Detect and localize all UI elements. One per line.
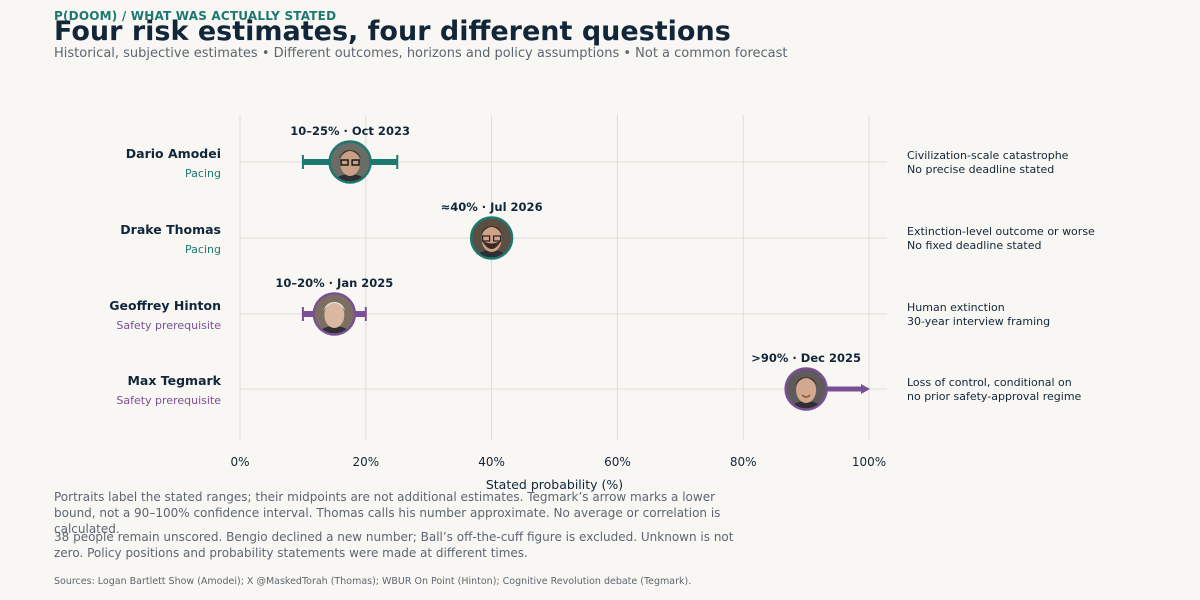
chart-title: Four risk estimates, four different ques… xyxy=(54,16,731,47)
portrait-hair xyxy=(339,150,362,159)
estimate-label: 10–25% · Oct 2023 xyxy=(290,124,410,138)
portrait-glasses xyxy=(340,159,349,166)
row-group: Pacing xyxy=(185,243,221,256)
estimate-row: Max Tegmark Safety prerequisite >90% · Dec… xyxy=(116,351,1082,411)
portrait-face xyxy=(324,302,345,328)
footnote-unscored: 38 people remain unscored. Bengio declin… xyxy=(54,530,734,560)
x-axis: 0% 20% 40% 60% 80% 100% xyxy=(230,455,886,469)
outcome-label: Extinction-level outcome or worse xyxy=(907,225,1095,238)
x-tick-label: 80% xyxy=(730,455,757,469)
estimate-label: ≈40% · Jul 2026 xyxy=(441,200,543,214)
outcome-label: Human extinction xyxy=(907,301,1005,314)
chart-kicker: P(DOOM) / WHAT WAS ACTUALLY STATED xyxy=(54,9,337,23)
estimate-row: Drake Thomas Pacing ≈40% · Jul 2026 Extinct… xyxy=(120,200,1095,260)
horizon-label: 30-year interview framing xyxy=(907,315,1050,328)
row-name: Dario Amodei xyxy=(126,146,221,161)
portrait-hair xyxy=(480,226,503,235)
estimate-label: >90% · Dec 2025 xyxy=(751,351,861,365)
portrait-glasses xyxy=(482,235,491,242)
portrait-ring xyxy=(469,216,514,260)
row-name: Geoffrey Hinton xyxy=(109,298,221,313)
horizon-label: No fixed deadline stated xyxy=(907,239,1041,252)
horizon-label: no prior safety-approval regime xyxy=(907,390,1082,403)
sources-line: Sources: Logan Bartlett Show (Amodei); X… xyxy=(54,576,692,587)
outcome-label: Loss of control, conditional on xyxy=(907,376,1072,389)
estimate-label: 10–20% · Jan 2025 xyxy=(275,276,393,290)
estimate-row: Geoffrey Hinton Safety prerequisite 10–20%… xyxy=(109,276,1050,336)
row-group: Safety prerequisite xyxy=(116,319,221,332)
portrait-smile xyxy=(801,394,811,398)
portrait-ring xyxy=(312,292,357,336)
portrait-ring xyxy=(328,140,372,184)
arrow-head xyxy=(861,384,870,394)
horizon-label: No precise deadline stated xyxy=(907,163,1054,176)
x-tick-label: 40% xyxy=(478,455,505,469)
row-group: Safety prerequisite xyxy=(116,394,221,407)
x-axis-title: Stated probability (%) xyxy=(486,477,623,492)
grid xyxy=(239,115,870,440)
x-tick-label: 60% xyxy=(604,455,631,469)
x-tick-label: 0% xyxy=(230,455,249,469)
portrait-ring xyxy=(784,367,828,411)
x-tick-label: 20% xyxy=(352,455,379,469)
chart-subtitle: Historical, subjective estimates • Diffe… xyxy=(54,46,788,61)
portrait-beard xyxy=(481,240,502,249)
x-tick-label: 100% xyxy=(852,455,886,469)
portrait-glasses xyxy=(351,159,360,166)
row-group: Pacing xyxy=(185,167,221,180)
footnote-portraits: Portraits label the stated ranges; their… xyxy=(54,490,721,536)
estimate-row: Dario Amodei Pacing 10–25% · Oct 2023 Civil… xyxy=(126,124,1069,184)
portrait-glasses xyxy=(493,235,502,242)
portrait-face xyxy=(796,377,817,403)
row-name: Max Tegmark xyxy=(127,373,221,388)
portrait-hair xyxy=(795,377,818,386)
row-name: Drake Thomas xyxy=(120,222,221,237)
portrait-face xyxy=(340,150,361,176)
portrait-hair xyxy=(323,302,346,311)
chart-rows: Dario Amodei Pacing 10–25% · Oct 2023 Civil… xyxy=(109,124,1095,411)
outcome-label: Civilization-scale catastrophe xyxy=(907,149,1069,162)
